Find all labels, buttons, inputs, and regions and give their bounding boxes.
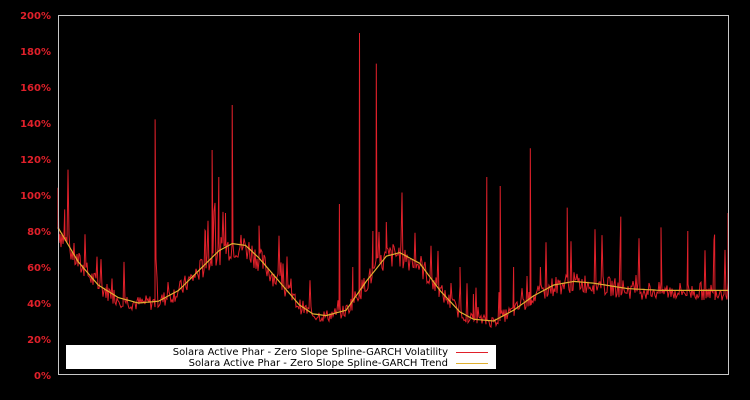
y-tick-label: 0% [34, 371, 51, 382]
legend-swatch-volatility [456, 351, 488, 353]
y-tick-label: 180% [20, 47, 51, 58]
y-tick-label: 200% [20, 11, 51, 22]
y-tick-label: 100% [20, 191, 51, 202]
trend-line [57, 227, 728, 322]
legend-item-volatility: Solara Active Phar - Zero Slope Spline-G… [173, 346, 488, 358]
y-tick-label: 60% [27, 263, 51, 274]
y-axis-ticks: 0% 20% 40% 60% 80% 100% 120% 140% 160% 180% 200% [20, 11, 51, 382]
volatility-series [57, 32, 729, 329]
y-tick-label: 20% [27, 335, 51, 346]
legend-swatch-trend [456, 362, 488, 364]
y-tick-label: 80% [27, 227, 51, 238]
y-tick-label: 40% [27, 299, 51, 310]
y-tick-label: 140% [20, 119, 51, 130]
volatility-line [57, 32, 729, 329]
legend-label-trend: Solara Active Phar - Zero Slope Spline-G… [188, 357, 448, 369]
y-tick-label: 160% [20, 83, 51, 94]
trend-series [57, 227, 728, 322]
legend-label-volatility: Solara Active Phar - Zero Slope Spline-G… [172, 346, 448, 358]
chart-legend: Solara Active Phar - Zero Slope Spline-G… [66, 345, 496, 369]
legend-item-trend: Solara Active Phar - Zero Slope Spline-G… [189, 357, 488, 369]
y-tick-label: 120% [20, 155, 51, 166]
plot-area-frame [58, 15, 729, 375]
